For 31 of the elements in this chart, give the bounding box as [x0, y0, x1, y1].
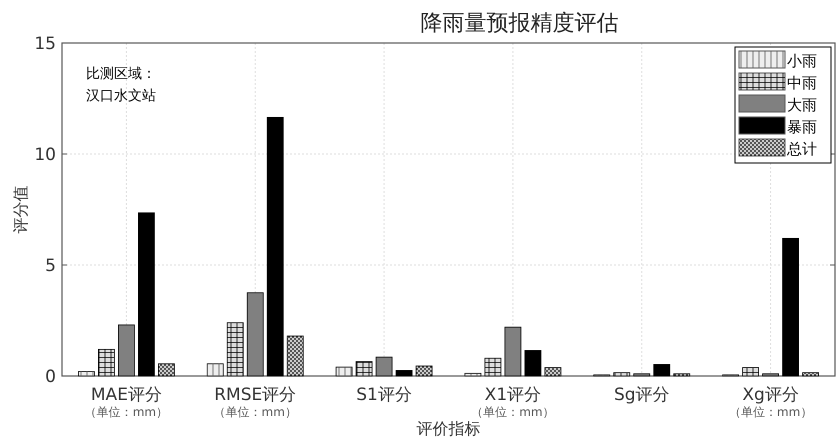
bar: [504, 326, 522, 376]
x-tick-label: Sg评分: [614, 385, 670, 405]
bar: [762, 373, 779, 376]
x-tick-label: MAE评分（单位：mm）: [84, 385, 168, 419]
bar: [118, 324, 135, 376]
legend-label: 中雨: [787, 74, 817, 92]
annotation: 比测区域：汉口水文站: [86, 66, 156, 104]
bar: [633, 373, 650, 376]
x-tick-label: X1评分（单位：mm）: [471, 385, 555, 419]
x-tick-label: Xg评分（单位：mm）: [728, 385, 812, 419]
legend-label: 小雨: [787, 52, 817, 70]
bar: [376, 356, 392, 376]
y-axis-title: 评分值: [11, 186, 30, 234]
y-tick-label: 5: [45, 256, 56, 276]
bar: [396, 370, 412, 376]
legend-label: 总计: [786, 140, 817, 158]
x-tick-label: RMSE评分（单位：mm）: [214, 385, 297, 419]
bar: [266, 116, 284, 376]
legend-label: 暴雨: [787, 118, 817, 136]
y-tick-label: 0: [45, 367, 56, 387]
legend-label: 大雨: [787, 96, 817, 114]
bar: [653, 364, 670, 376]
chart-title: 降雨量预报精度评估: [420, 11, 618, 36]
bar: [138, 212, 155, 376]
bar: [246, 292, 264, 376]
y-tick-label: 15: [34, 34, 56, 54]
bar: [782, 238, 799, 376]
bar: [524, 350, 542, 376]
x-tick-label: S1评分: [356, 385, 412, 405]
x-axis-title: 评价指标: [416, 419, 480, 438]
y-tick-label: 10: [34, 145, 56, 165]
